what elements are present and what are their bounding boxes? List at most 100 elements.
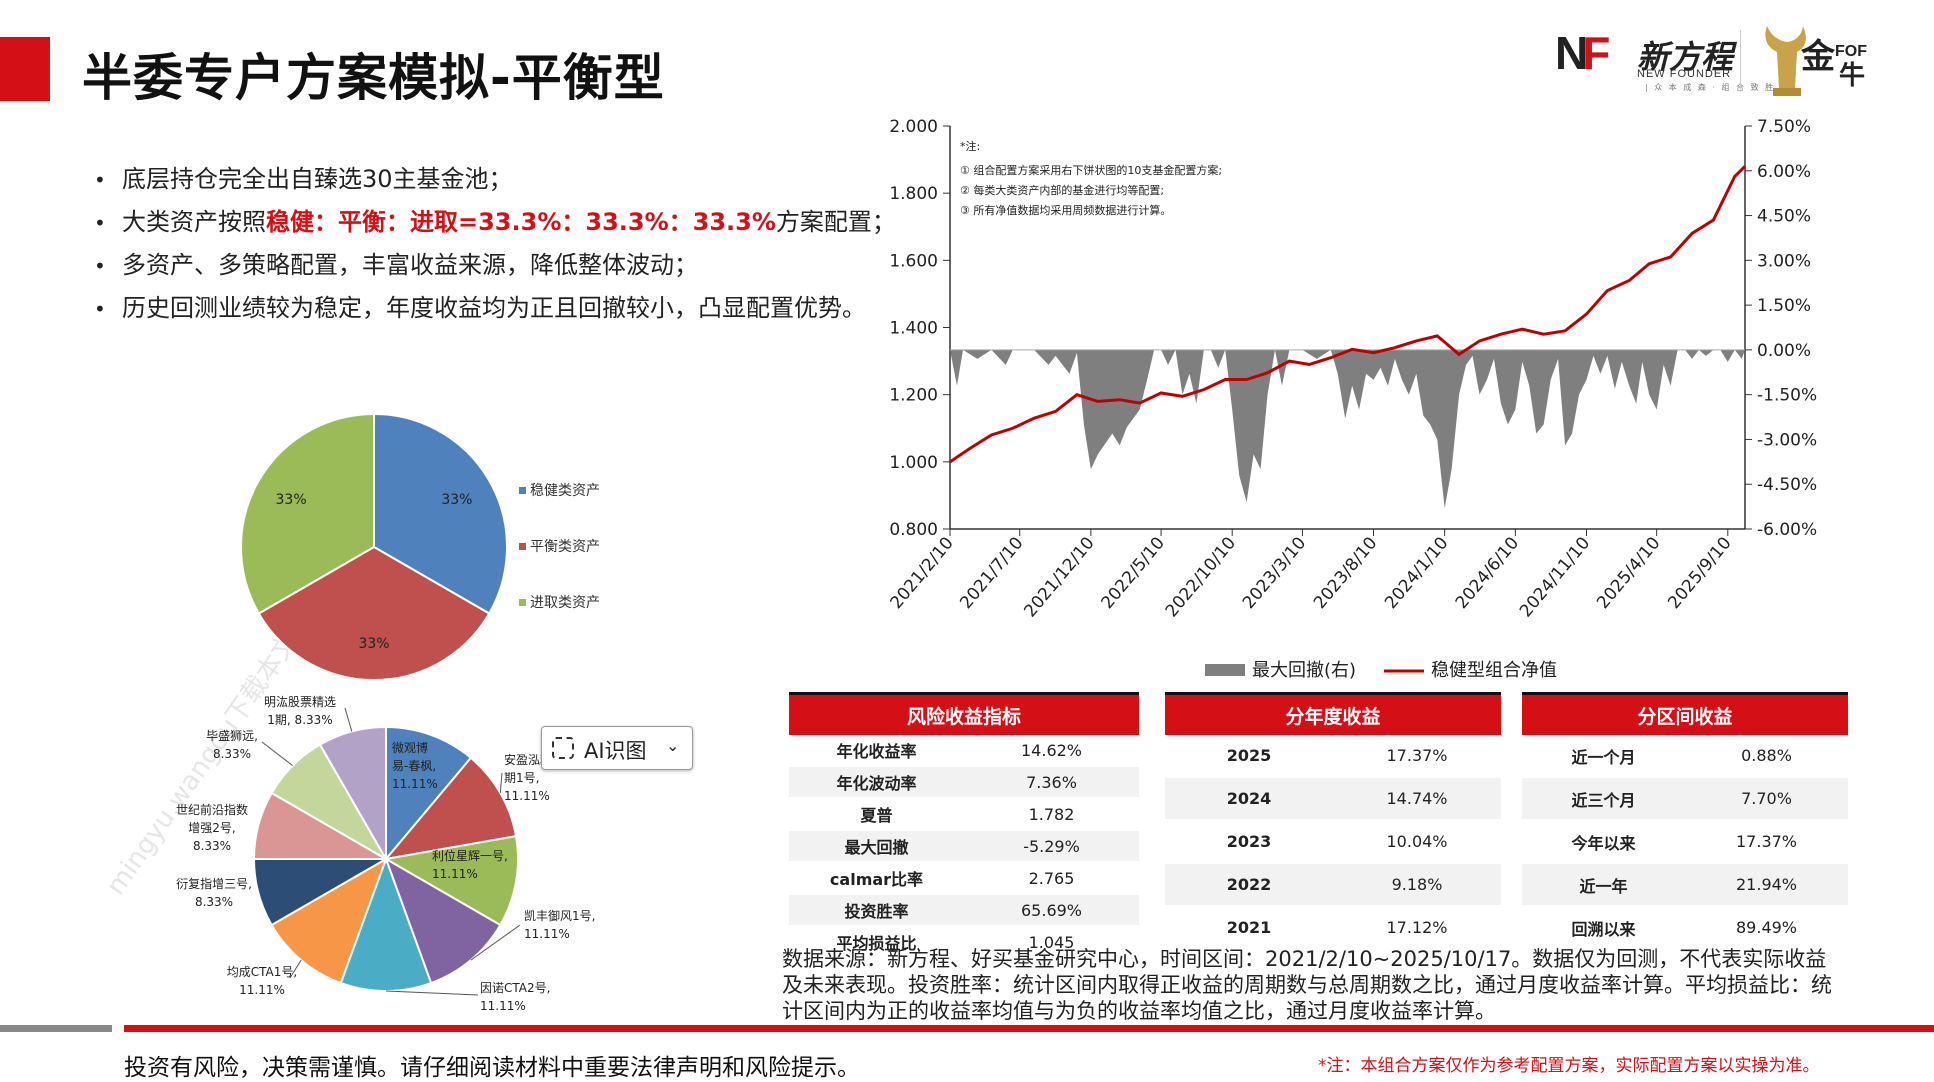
- table-row: 投资胜率 65.69%: [789, 894, 1140, 927]
- x-tick-label: 2021/7/10: [956, 533, 1027, 613]
- pie-slice: [240, 412, 375, 615]
- pie-data-label: 凯丰御风1号, 11.11%: [524, 908, 595, 941]
- metric-value: 14.74%: [1333, 777, 1502, 821]
- y-right-tick-label: 7.50%: [1757, 117, 1811, 137]
- x-tick-label: 2023/8/10: [1310, 533, 1381, 613]
- x-tick-label: 2023/3/10: [1239, 533, 1310, 613]
- table-row: 夏普 1.782: [789, 798, 1140, 831]
- x-tick-label: 2022/10/10: [1162, 533, 1240, 621]
- risk-metrics-table: 风险收益指标 年化收益率 14.62% 年化波动率 7.36% 夏普 1.782 最大回撤 -…: [789, 692, 1140, 959]
- table-row: 2024 14.74%: [1165, 777, 1502, 821]
- y-right-tick-label: -6.00%: [1757, 520, 1817, 540]
- metric-label: 夏普: [789, 798, 964, 831]
- svg-text:牛: 牛: [1839, 61, 1865, 91]
- logo-en-text: NEW FOUNDER: [1637, 68, 1732, 80]
- ai-button-label: AI识图: [584, 739, 647, 763]
- metric-label: 年化收益率: [789, 735, 964, 767]
- logo-divider: [1740, 30, 1741, 92]
- x-tick-label: 2024/11/10: [1516, 533, 1594, 621]
- metric-value: 21.94%: [1685, 863, 1849, 907]
- bullet-item: • 历史回测业绩较为稳定，年度收益均为正且回撤较小，凸显配置优势。: [94, 294, 866, 322]
- y-right-tick-label: 0.00%: [1757, 341, 1811, 361]
- config-note: *注：本组合方案仅作为参考配置方案，实际配置方案以实操为准。: [1318, 1056, 1820, 1076]
- metric-label: 近一个月: [1522, 735, 1685, 778]
- pie-data-label: 因诺CTA2号, 11.11%: [480, 981, 550, 1013]
- table-row: 年化收益率 14.62%: [789, 735, 1140, 767]
- chart-note: ① 组合配置方案采用右下饼状图的10支基金配置方案;: [960, 163, 1222, 177]
- ai-recognize-button[interactable]: AI识图 ⌄: [541, 726, 693, 770]
- table-row: 2021 17.12%: [1165, 906, 1502, 950]
- metric-value: 17.37%: [1333, 735, 1502, 778]
- legend-swatch: [519, 487, 526, 494]
- table-row: 回溯以来 89.49%: [1522, 906, 1849, 950]
- title-accent-bar: [0, 37, 50, 101]
- leader-line: [385, 990, 479, 996]
- pie-slice: [373, 412, 508, 615]
- metric-value: 89.49%: [1685, 906, 1849, 950]
- logo-cn-text: 新方程: [1637, 38, 1734, 76]
- legend-label: 稳健型组合净值: [1431, 660, 1557, 681]
- golden-bull-fof-logo-icon: 金 FOF 牛: [1765, 26, 1867, 96]
- pie-data-label: 利位星辉一号, 11.11%: [432, 848, 508, 881]
- table-row: 近一年 21.94%: [1522, 863, 1849, 907]
- x-tick-label: 2022/5/10: [1098, 533, 1169, 613]
- fund-allocation-pie-chart: 微观博易-春枫, 11.11%安盈泓利6月期1号, 11.11%利位星辉一号, 11.…: [176, 695, 595, 1013]
- x-tick-label: 2021/2/10: [886, 533, 957, 613]
- x-tick-label: 2021/12/10: [1020, 533, 1098, 621]
- metric-value: 17.37%: [1685, 820, 1849, 864]
- metric-label: calmar比率: [789, 862, 964, 895]
- pie-slice: [257, 545, 491, 681]
- pie-data-label: 33%: [358, 636, 389, 652]
- pie-data-label: 微观博易-春枫, 11.11%: [392, 740, 438, 791]
- bullet-text: 多资产、多策略配置，丰富收益来源，降低整体波动；: [122, 251, 698, 279]
- leader-line: [344, 707, 353, 732]
- metric-value: 0.88%: [1685, 735, 1849, 778]
- y-right-tick-label: 4.50%: [1757, 207, 1811, 227]
- metric-label: 近一年: [1522, 863, 1685, 907]
- y-right-tick-label: 1.50%: [1757, 296, 1811, 316]
- table-row: 今年以来 17.37%: [1522, 820, 1849, 864]
- chart-note: *注:: [960, 139, 980, 153]
- pie-slice: [383, 834, 519, 927]
- y-right-tick-label: -4.50%: [1757, 475, 1817, 495]
- y-right-tick-label: -1.50%: [1757, 386, 1817, 406]
- y-left-tick-label: 2.000: [889, 117, 938, 137]
- metric-value: 17.12%: [1333, 906, 1502, 950]
- pie-data-label: 均成CTA1号, 11.11%: [227, 965, 297, 997]
- metric-label: 最大回撤: [789, 830, 964, 863]
- table-row: 2022 9.18%: [1165, 863, 1502, 907]
- y-right-tick-label: -3.00%: [1757, 430, 1817, 450]
- leader-line: [261, 741, 293, 767]
- legend-swatch: [519, 543, 526, 550]
- logo-slogan: | 众 本 成 森 · 组 合 致 胜 |: [1645, 83, 1785, 92]
- footer-red-bar: [124, 1025, 1934, 1032]
- legend-label: 平衡类资产: [530, 539, 600, 555]
- bullet-text: 大类资产按照: [122, 208, 266, 236]
- chevron-down-icon[interactable]: ⌄: [666, 736, 680, 755]
- table-row: 平均损益比 1.045: [789, 926, 1140, 959]
- bullet-text: 方案配置；: [775, 208, 896, 236]
- metric-label: 近三个月: [1522, 777, 1685, 821]
- metric-value: 1.045: [964, 926, 1140, 959]
- nav-line: [949, 165, 1747, 464]
- y-left-tick-label: 1.600: [889, 251, 938, 271]
- chart-note: ③ 所有净值数据均采用周频数据进行计算。: [960, 203, 1171, 217]
- metric-label: 回溯以来: [1522, 906, 1685, 950]
- bullet-item: • 底层持仓完全出自臻选30主基金池；: [94, 165, 513, 193]
- pie-slice: [383, 756, 518, 861]
- footer-grey-bar: [0, 1025, 112, 1032]
- drawdown-area: [950, 349, 1745, 509]
- table-row: calmar比率 2.765: [789, 862, 1140, 895]
- table-row: 年化波动率 7.36%: [789, 766, 1140, 799]
- table-row: 近一个月 0.88%: [1522, 735, 1849, 778]
- y-left-tick-label: 1.200: [889, 386, 938, 406]
- legend-label: 进取类资产: [530, 595, 600, 611]
- metric-label: 2024: [1165, 777, 1333, 821]
- table-header: 风险收益指标: [789, 692, 1140, 735]
- bullet-highlight: 稳健：平衡：进取=33.3%：33.3%：33.3%: [266, 208, 776, 236]
- bullet-list: • 底层持仓完全出自臻选30主基金池； • 大类资产按照稳健：平衡：进取=33.3%…: [94, 158, 896, 330]
- chart-note: ② 每类大类资产内部的基金进行均等配置;: [960, 183, 1164, 197]
- metric-label: 2022: [1165, 863, 1333, 907]
- metric-value: 65.69%: [964, 894, 1140, 927]
